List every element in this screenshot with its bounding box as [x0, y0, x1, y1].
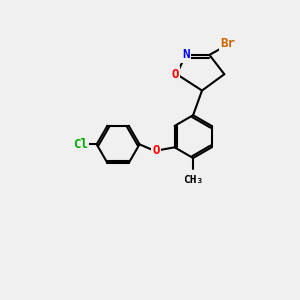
Text: CH₃: CH₃	[183, 175, 203, 185]
Text: Cl: Cl	[73, 138, 88, 151]
Text: N: N	[182, 48, 189, 62]
Text: Br: Br	[220, 37, 235, 50]
Text: O: O	[172, 68, 179, 81]
Text: O: O	[152, 144, 160, 157]
